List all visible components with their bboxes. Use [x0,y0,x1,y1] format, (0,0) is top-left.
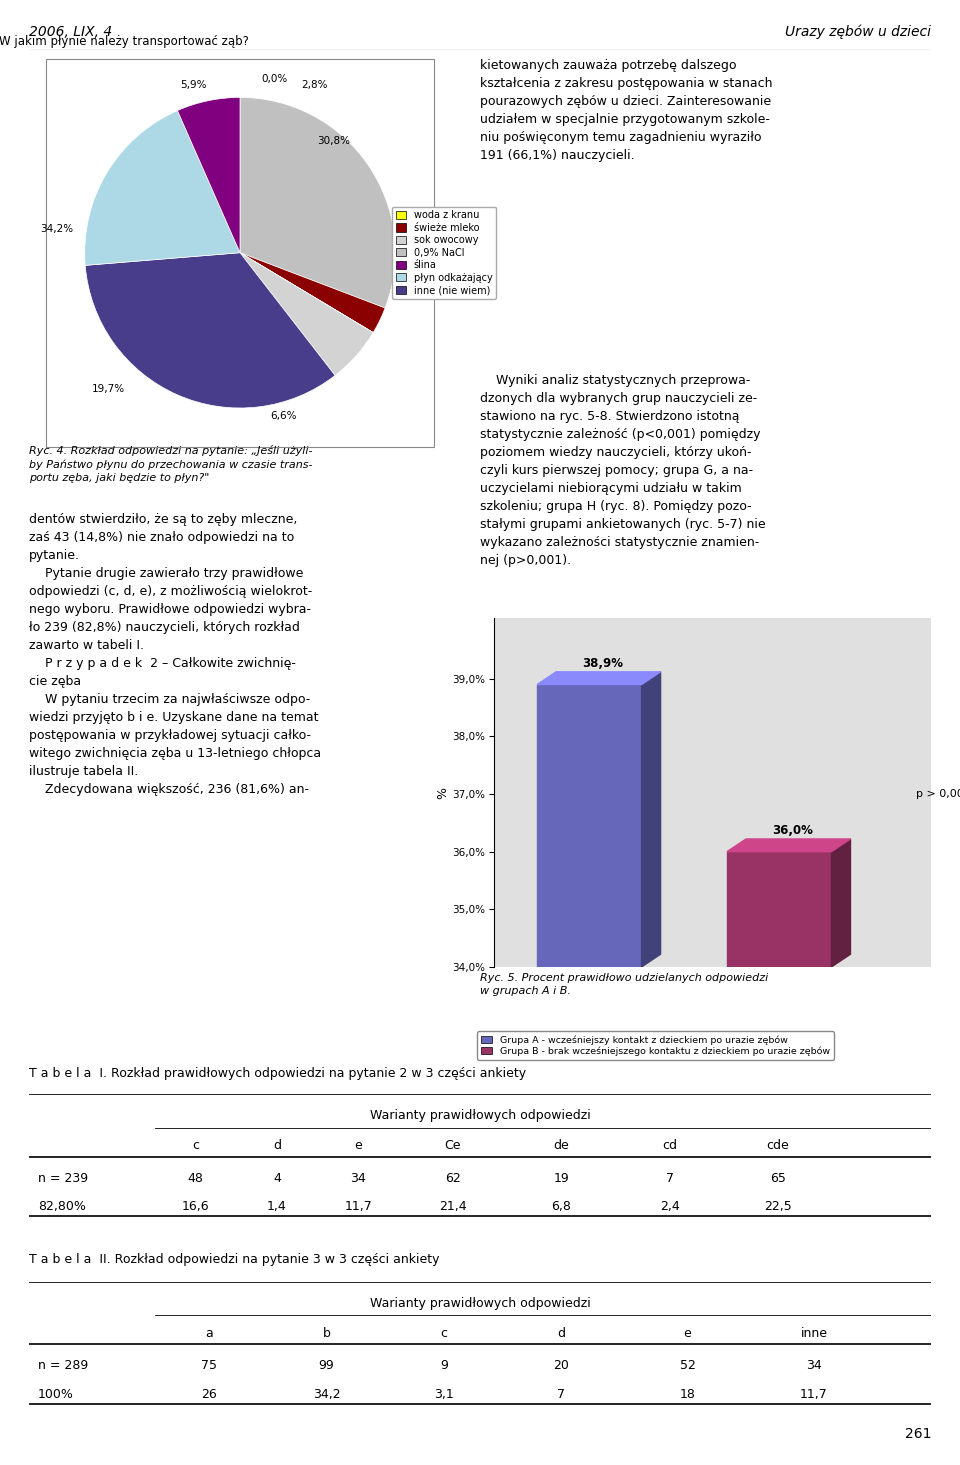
Text: 1,4: 1,4 [267,1200,287,1213]
Text: e: e [354,1140,362,1151]
Text: 2,4: 2,4 [660,1200,680,1213]
Y-axis label: %: % [436,787,449,798]
Text: 3,1: 3,1 [434,1387,454,1401]
Text: 26: 26 [202,1387,217,1401]
Text: 30,8%: 30,8% [317,136,349,146]
Text: 11,7: 11,7 [345,1200,372,1213]
Text: 7: 7 [665,1172,674,1185]
Text: Ryc. 4. Rozkład odpowiedzi na pytanie: „Jeśli użyli-
by Państwo płynu do przecho: Ryc. 4. Rozkład odpowiedzi na pytanie: „… [29,445,312,483]
Bar [727,851,831,967]
Text: W jakim płynie należy transportować ząb?: W jakim płynie należy transportować ząb? [0,35,250,48]
Text: 34: 34 [806,1360,822,1373]
Text: Warianty prawidłowych odpowiedzi: Warianty prawidłowych odpowiedzi [370,1109,590,1122]
Text: Ryc. 5. Procent prawidłowo udzielanych odpowiedzi
w grupach A i B.: Ryc. 5. Procent prawidłowo udzielanych o… [480,973,768,996]
Text: e: e [684,1327,691,1339]
Text: 22,5: 22,5 [764,1200,792,1213]
Text: dentów stwierdziło, że są to zęby mleczne,
zaś 43 (14,8%) nie znało odpowiedzi n: dentów stwierdziło, że są to zęby mleczn… [29,513,321,795]
Wedge shape [178,98,240,253]
Text: 4: 4 [273,1172,281,1185]
Polygon shape [641,672,660,967]
Bar [46,59,434,447]
Text: 75: 75 [202,1360,217,1373]
Text: Urazy zębów u dzieci: Urazy zębów u dzieci [785,25,931,40]
Wedge shape [240,253,385,333]
Text: 19: 19 [553,1172,569,1185]
Text: n = 289: n = 289 [37,1360,88,1373]
Text: 100%: 100% [37,1387,74,1401]
Text: 2006, LIX, 4: 2006, LIX, 4 [29,25,112,40]
Text: 34,2%: 34,2% [40,224,73,234]
Text: 261: 261 [904,1427,931,1442]
Text: 82,80%: 82,80% [37,1200,85,1213]
Text: 18: 18 [680,1387,695,1401]
Text: 21,4: 21,4 [439,1200,467,1213]
Text: d: d [273,1140,281,1151]
Text: d: d [557,1327,565,1339]
Text: 5,9%: 5,9% [180,81,206,89]
Text: 16,6: 16,6 [182,1200,209,1213]
Text: b: b [323,1327,330,1339]
Text: 20: 20 [553,1360,569,1373]
Text: Ce: Ce [444,1140,461,1151]
Wedge shape [240,253,373,333]
Text: de: de [553,1140,569,1151]
Bar [538,684,641,967]
Text: 2,8%: 2,8% [301,81,327,89]
Text: 6,6%: 6,6% [270,410,297,420]
Polygon shape [727,839,851,851]
Wedge shape [84,110,240,265]
Text: p > 0,001: p > 0,001 [916,790,960,798]
Text: kietowanych zauważa potrzebę dalszego
kształcenia z zakresu postępowania w stana: kietowanych zauważa potrzebę dalszego ks… [480,59,773,161]
Text: a: a [205,1327,213,1339]
Text: 0,0%: 0,0% [261,73,287,84]
Text: 65: 65 [770,1172,785,1185]
Legend: woda z kranu, świeże mleko, sok owocowy, 0,9% NaCl, ślina, płyn odkażający, inne: woda z kranu, świeże mleko, sok owocowy,… [393,207,496,299]
Text: 7: 7 [557,1387,565,1401]
Text: 34,2: 34,2 [313,1387,341,1401]
Legend: Grupa A - wcześniejszy kontakt z dzieckiem po urazie zębów, Grupa B - brak wcześ: Grupa A - wcześniejszy kontakt z dziecki… [477,1031,834,1059]
Text: cd: cd [662,1140,677,1151]
Text: 19,7%: 19,7% [91,384,125,394]
Text: 38,9%: 38,9% [582,656,623,670]
Text: T a b e l a  I. Rozkład prawidłowych odpowiedzi na pytanie 2 w 3 części ankiety: T a b e l a I. Rozkład prawidłowych odpo… [29,1067,526,1080]
Text: c: c [192,1140,200,1151]
Text: 34: 34 [350,1172,366,1185]
Text: 9: 9 [440,1360,448,1373]
Text: T a b e l a  II. Rozkład odpowiedzi na pytanie 3 w 3 części ankiety: T a b e l a II. Rozkład odpowiedzi na py… [29,1253,440,1266]
Polygon shape [538,672,660,684]
Text: 52: 52 [680,1360,695,1373]
Text: inne: inne [801,1327,828,1339]
Text: n = 239: n = 239 [37,1172,88,1185]
Wedge shape [240,98,396,308]
Text: cde: cde [766,1140,789,1151]
Text: 11,7: 11,7 [800,1387,828,1401]
Text: 48: 48 [188,1172,204,1185]
Text: 6,8: 6,8 [551,1200,571,1213]
Wedge shape [85,253,335,407]
Text: Warianty prawidłowych odpowiedzi: Warianty prawidłowych odpowiedzi [370,1297,590,1310]
Polygon shape [831,839,851,967]
Wedge shape [240,253,373,375]
Text: Wyniki analiz statystycznych przeprowa-
dzonych dla wybranych grup nauczycieli z: Wyniki analiz statystycznych przeprowa- … [480,374,766,567]
Text: c: c [441,1327,447,1339]
Text: 99: 99 [319,1360,334,1373]
Text: 36,0%: 36,0% [772,823,813,837]
Text: 62: 62 [445,1172,461,1185]
